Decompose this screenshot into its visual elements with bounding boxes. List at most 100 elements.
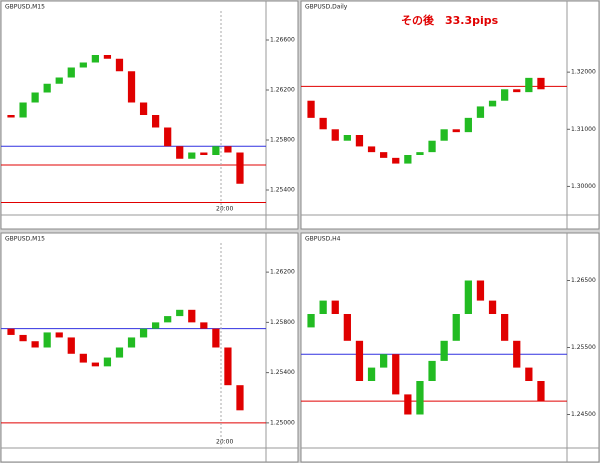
- candle: [501, 89, 509, 101]
- candle: [55, 77, 63, 84]
- candle: [428, 140, 436, 153]
- candle: [428, 360, 436, 381]
- candle: [139, 102, 148, 115]
- candle: [236, 152, 244, 184]
- candle: [224, 347, 232, 386]
- candle: [476, 106, 485, 118]
- candle: [392, 157, 400, 164]
- y-tick-label: 1.26200: [270, 269, 295, 276]
- candle: [55, 332, 63, 338]
- y-tick-label: 1.25800: [270, 319, 295, 326]
- annotation: 20:00: [216, 206, 233, 213]
- candle: [212, 328, 220, 348]
- panel-title: GBPUSD,H4: [305, 236, 341, 243]
- candle: [307, 314, 315, 328]
- candle: [355, 340, 364, 381]
- candle: [115, 347, 124, 358]
- candle: [440, 129, 448, 141]
- candle: [380, 354, 388, 368]
- candle: [380, 152, 388, 158]
- panel-title: GBPUSD,M15: [5, 4, 45, 11]
- candle: [537, 381, 545, 402]
- y-tick-label: 1.26500: [571, 277, 596, 284]
- y-tick-label: 1.24500: [571, 411, 596, 418]
- candle: [188, 152, 196, 159]
- candle: [19, 102, 27, 118]
- candle: [513, 340, 521, 368]
- candle: [404, 394, 412, 415]
- candle: [464, 117, 472, 133]
- candle: [164, 127, 172, 147]
- panel-title: GBPUSD,M15: [5, 236, 45, 243]
- candle: [67, 67, 75, 78]
- candle: [152, 322, 160, 329]
- candle: [188, 309, 196, 323]
- candle: [476, 280, 485, 301]
- candle: [404, 155, 412, 164]
- candle: [31, 92, 39, 103]
- candle: [331, 300, 339, 314]
- panel: [300, 232, 600, 463]
- candle: [19, 334, 27, 342]
- candle: [139, 328, 148, 338]
- candle: [103, 55, 112, 59]
- candle: [416, 381, 424, 415]
- candle: [416, 152, 424, 155]
- y-tick-label: 1.26600: [270, 37, 295, 44]
- candle: [501, 314, 509, 341]
- candle: [115, 58, 124, 72]
- candle: [103, 357, 112, 367]
- candle: [343, 135, 351, 141]
- y-tick-label: 1.25500: [571, 344, 596, 351]
- candle: [452, 314, 460, 341]
- y-tick-label: 1.26200: [270, 87, 295, 94]
- candle: [307, 100, 315, 118]
- candle: [43, 83, 51, 93]
- candle: [200, 152, 208, 155]
- panel: [0, 0, 299, 230]
- candle: [31, 341, 39, 348]
- candle: [91, 55, 99, 63]
- y-tick-label: 1.25400: [270, 187, 295, 194]
- candle: [224, 146, 232, 153]
- candle: [236, 385, 244, 411]
- y-tick-label: 1.30000: [571, 183, 596, 190]
- candle: [164, 316, 172, 323]
- panel-title: GBPUSD,Daily: [305, 4, 348, 11]
- y-tick-label: 1.25400: [270, 369, 295, 376]
- candle: [91, 362, 99, 367]
- candle: [367, 146, 376, 153]
- candle: [79, 353, 87, 363]
- candle: [176, 146, 184, 159]
- candle: [464, 280, 472, 314]
- candle: [67, 337, 75, 354]
- candle: [392, 354, 400, 395]
- candle: [319, 300, 327, 314]
- panel: [300, 0, 600, 230]
- candle: [319, 117, 327, 130]
- annotation: 20:00: [216, 439, 233, 446]
- candle: [212, 146, 220, 155]
- y-tick-label: 1.25000: [270, 419, 295, 426]
- candle: [355, 135, 364, 147]
- candle: [440, 340, 448, 361]
- candle: [343, 314, 351, 341]
- candle: [537, 77, 545, 90]
- candle: [152, 115, 160, 128]
- candle: [452, 129, 460, 133]
- y-tick-label: 1.31000: [571, 126, 596, 133]
- candle: [200, 322, 208, 329]
- candle: [127, 337, 136, 348]
- candle: [367, 367, 376, 381]
- candle: [525, 77, 533, 93]
- candle: [79, 62, 87, 68]
- y-tick-label: 1.32000: [571, 69, 596, 76]
- candle: [7, 328, 15, 335]
- candle: [525, 367, 533, 381]
- candle: [176, 309, 184, 317]
- candle: [331, 129, 339, 141]
- candle: [513, 89, 521, 93]
- candle: [127, 71, 136, 103]
- candle: [7, 115, 15, 118]
